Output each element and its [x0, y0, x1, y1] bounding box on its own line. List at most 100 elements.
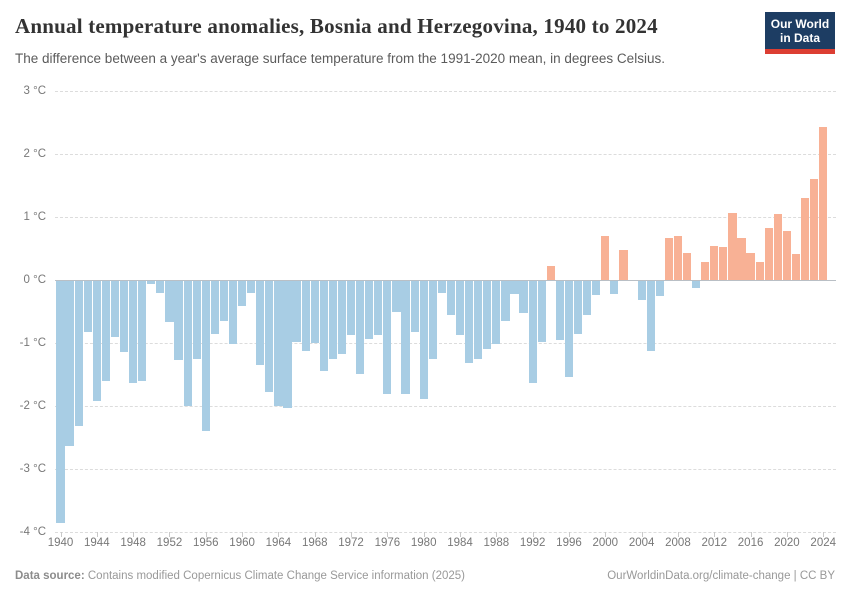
- bar-1949[interactable]: [138, 280, 147, 381]
- bar-1946[interactable]: [110, 280, 120, 338]
- bar-1977[interactable]: [392, 280, 401, 313]
- bar-2008[interactable]: [673, 235, 683, 280]
- bar-2010[interactable]: [692, 280, 701, 289]
- bar-1983[interactable]: [446, 280, 456, 316]
- bar-1958[interactable]: [219, 280, 229, 321]
- bar-1969[interactable]: [319, 280, 328, 371]
- bar-2016[interactable]: [746, 252, 755, 280]
- bar-1953[interactable]: [174, 280, 183, 360]
- bar-1988[interactable]: [492, 280, 501, 344]
- bar-1952[interactable]: [165, 280, 174, 323]
- bar-2000[interactable]: [601, 235, 610, 280]
- bar-1966[interactable]: [292, 280, 301, 343]
- bar-1943[interactable]: [83, 280, 92, 333]
- gridline--2: [55, 406, 836, 407]
- bar-1978[interactable]: [401, 280, 410, 395]
- bar-1989[interactable]: [501, 280, 510, 321]
- bar-2019[interactable]: [773, 214, 782, 280]
- gridline-2: [55, 154, 836, 155]
- bar-1997[interactable]: [573, 280, 583, 334]
- bar-1993[interactable]: [537, 280, 546, 342]
- bar-1947[interactable]: [119, 280, 129, 353]
- bar-1955[interactable]: [192, 280, 201, 360]
- bar-1995[interactable]: [555, 280, 564, 340]
- bar-1986[interactable]: [474, 280, 483, 360]
- bar-1996[interactable]: [564, 280, 574, 378]
- bar-1967[interactable]: [301, 280, 310, 351]
- bar-1965[interactable]: [283, 280, 292, 408]
- bar-2012[interactable]: [710, 245, 719, 280]
- y-tick-label--4: -4 °C: [19, 526, 46, 538]
- bar-1944[interactable]: [92, 280, 101, 401]
- bar-1964[interactable]: [274, 280, 283, 406]
- bar-2005[interactable]: [646, 280, 655, 352]
- x-tick-1960: [242, 532, 244, 537]
- bar-2011[interactable]: [701, 262, 710, 280]
- bar-1963[interactable]: [265, 280, 274, 392]
- data-source-label: Data source:: [15, 570, 85, 582]
- bar-1980[interactable]: [419, 280, 428, 400]
- bar-2014[interactable]: [728, 212, 737, 280]
- bar-2002[interactable]: [619, 249, 628, 280]
- bar-2013[interactable]: [719, 246, 728, 280]
- bar-1994[interactable]: [546, 265, 555, 280]
- bar-2020[interactable]: [782, 230, 791, 280]
- bar-1991[interactable]: [519, 280, 528, 314]
- bar-1941[interactable]: [65, 280, 74, 446]
- bar-1948[interactable]: [129, 280, 138, 383]
- bar-1999[interactable]: [592, 280, 601, 296]
- x-tick-1968: [314, 532, 316, 537]
- x-tick-2024: [823, 532, 825, 537]
- owid-link[interactable]: OurWorldinData.org/climate-change | CC B…: [607, 570, 835, 582]
- bar-1970[interactable]: [328, 280, 337, 359]
- bar-2021[interactable]: [791, 254, 801, 280]
- bar-1987[interactable]: [483, 280, 492, 350]
- bar-2015[interactable]: [737, 238, 746, 280]
- bar-2001[interactable]: [610, 280, 619, 295]
- x-tick-label-1992: 1992: [519, 537, 546, 549]
- bar-1959[interactable]: [228, 280, 238, 345]
- bar-1950[interactable]: [147, 280, 156, 285]
- bar-2017[interactable]: [755, 261, 764, 280]
- owid-logo[interactable]: Our World in Data: [765, 12, 835, 54]
- bar-1976[interactable]: [383, 280, 392, 395]
- bar-1971[interactable]: [337, 280, 347, 354]
- x-tick-label-1996: 1996: [556, 537, 582, 549]
- bar-1951[interactable]: [156, 280, 165, 293]
- bar-1961[interactable]: [247, 280, 256, 293]
- y-tick-label-1: 1 °C: [23, 211, 47, 223]
- bar-1974[interactable]: [365, 280, 374, 339]
- bar-1990[interactable]: [510, 280, 519, 294]
- bar-1982[interactable]: [437, 280, 446, 294]
- bar-2023[interactable]: [810, 179, 819, 280]
- bar-1973[interactable]: [356, 280, 365, 374]
- bar-1957[interactable]: [210, 280, 219, 334]
- bar-2018[interactable]: [764, 227, 773, 280]
- bar-1985[interactable]: [465, 280, 474, 363]
- bar-2004[interactable]: [637, 280, 646, 300]
- bar-2022[interactable]: [800, 198, 810, 280]
- x-tick-2012: [714, 532, 716, 537]
- bar-1956[interactable]: [201, 280, 210, 432]
- bar-1984[interactable]: [455, 280, 465, 336]
- bar-1945[interactable]: [101, 280, 110, 381]
- bar-2024[interactable]: [819, 126, 828, 280]
- bar-1942[interactable]: [74, 280, 83, 427]
- bar-1972[interactable]: [346, 280, 356, 336]
- bar-1981[interactable]: [428, 280, 437, 359]
- bar-1954[interactable]: [183, 280, 192, 406]
- bar-1992[interactable]: [528, 280, 537, 383]
- bar-1940[interactable]: [56, 280, 65, 523]
- bar-2007[interactable]: [664, 238, 673, 280]
- bar-2006[interactable]: [655, 280, 664, 297]
- bar-1975[interactable]: [374, 280, 383, 336]
- bar-1962[interactable]: [256, 280, 265, 366]
- bar-1998[interactable]: [583, 280, 592, 315]
- bar-1960[interactable]: [238, 280, 247, 306]
- chart-subtitle: The difference between a year's average …: [15, 51, 665, 66]
- bar-2009[interactable]: [682, 252, 692, 280]
- bar-1979[interactable]: [410, 280, 419, 333]
- bar-1968[interactable]: [310, 280, 319, 343]
- x-tick-label-2012: 2012: [701, 537, 728, 549]
- x-tick-1952: [169, 532, 171, 537]
